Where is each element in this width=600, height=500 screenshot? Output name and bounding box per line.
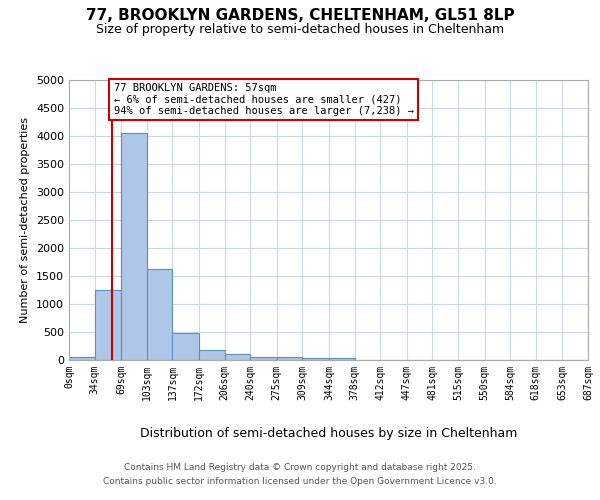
Bar [250,356,277,360]
Text: Contains HM Land Registry data © Crown copyright and database right 2025.: Contains HM Land Registry data © Crown c… [124,464,476,472]
Text: Size of property relative to semi-detached houses in Cheltenham: Size of property relative to semi-detach… [96,22,504,36]
Bar [69,357,95,360]
Bar [277,357,302,360]
Bar [224,354,250,360]
Bar [95,290,121,360]
Bar [121,133,147,360]
Bar [172,334,199,360]
Bar [147,269,172,360]
Bar [329,358,355,360]
Text: Contains public sector information licensed under the Open Government Licence v3: Contains public sector information licen… [103,477,497,486]
Bar [302,358,329,360]
Text: Distribution of semi-detached houses by size in Cheltenham: Distribution of semi-detached houses by … [140,428,517,440]
Y-axis label: Number of semi-detached properties: Number of semi-detached properties [20,117,31,323]
Text: 77, BROOKLYN GARDENS, CHELTENHAM, GL51 8LP: 77, BROOKLYN GARDENS, CHELTENHAM, GL51 8… [86,8,514,22]
Text: 77 BROOKLYN GARDENS: 57sqm
← 6% of semi-detached houses are smaller (427)
94% of: 77 BROOKLYN GARDENS: 57sqm ← 6% of semi-… [113,83,413,116]
Bar [199,350,224,360]
